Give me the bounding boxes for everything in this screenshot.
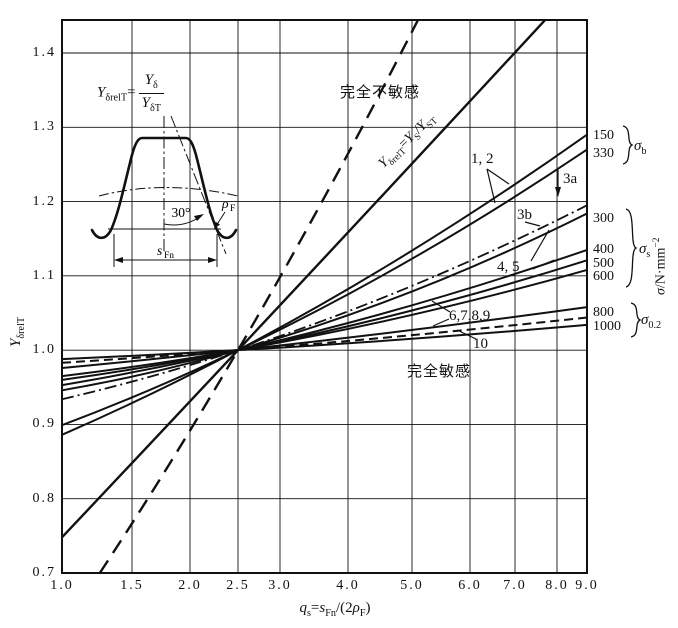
- y-tick-0.8: 0.8: [32, 490, 56, 506]
- y-tick-1.0: 1.0: [32, 342, 56, 358]
- fully-sensitive-label: 完全敏感: [407, 364, 472, 380]
- fully-insensitive-label: 完全不敏感: [340, 85, 421, 101]
- curve-fully-insensitive: [98, 19, 419, 574]
- tooth-reference-arc: [98, 187, 239, 197]
- rho-arrowhead: [214, 221, 220, 229]
- label-curve-3b: 3b: [517, 207, 532, 223]
- label-curves-4-5: 4, 5: [497, 259, 520, 275]
- label-curve-3a: 3a: [563, 171, 578, 187]
- x-tick-6.0: 6.0: [458, 578, 482, 593]
- curve-ys-yst: [61, 19, 546, 539]
- curve-8: [61, 306, 588, 369]
- tooth-profile: [90, 136, 238, 240]
- s-fn-sub: Fn: [164, 251, 174, 261]
- curve-5: [61, 248, 588, 387]
- y-tick-1.2: 1.2: [32, 193, 56, 209]
- curve-value-label-330: 330: [593, 146, 614, 161]
- group-label-sigma_02: σ0.2: [641, 312, 662, 331]
- curve-2: [61, 148, 588, 427]
- curve-value-label-600: 600: [593, 269, 614, 284]
- group-label-sigma_s: σs: [639, 241, 651, 260]
- angle-30-label: 30°: [172, 205, 191, 220]
- y-tick-1.4: 1.4: [32, 45, 56, 60]
- x-tick-2.5: 2.5: [226, 578, 250, 593]
- label-curves-1-2: 1, 2: [471, 151, 494, 167]
- curve-value-label-1000: 1000: [593, 319, 621, 334]
- leader-curves-4-5-a: [530, 229, 550, 262]
- curve-10: [61, 316, 588, 364]
- brace-sigma_02: [630, 302, 642, 338]
- arrow-3a-head: [555, 187, 561, 197]
- curve-7: [61, 268, 588, 378]
- rho-f-sub: F: [230, 204, 235, 214]
- leader-curve-3b: [524, 221, 541, 227]
- leader-curves-6789-a: [431, 300, 451, 313]
- definition-formula: YδrelT= Yδ YδT: [97, 72, 164, 114]
- x-tick-7.0: 7.0: [503, 578, 527, 593]
- formula-fraction: Yδ YδT: [138, 72, 164, 114]
- curve-value-label-800: 800: [593, 305, 614, 320]
- leader-curve-10: [456, 329, 477, 340]
- curve-value-label-150: 150: [593, 128, 614, 143]
- curve-value-label-400: 400: [593, 242, 614, 257]
- y-tick-1.1: 1.1: [32, 267, 56, 283]
- curve-4: [61, 212, 588, 392]
- x-tick-2.0: 2.0: [178, 578, 202, 593]
- curve-value-label-500: 500: [593, 256, 614, 271]
- x-tick-1.0: 1.0: [50, 578, 74, 593]
- label-curves-6-7-8-9: 6,7,8,9: [449, 308, 491, 324]
- curve-1: [61, 133, 588, 436]
- rho-f-label: ρ: [221, 196, 229, 211]
- brace-sigma_b: [622, 125, 634, 165]
- formula-lhs: Y: [97, 84, 106, 101]
- brace-sigma_s: [625, 208, 638, 288]
- leader-curves-1-2-b: [486, 168, 496, 204]
- y-tick-0.9: 0.9: [32, 416, 56, 432]
- dimension-arrow-right: [208, 257, 217, 263]
- leader-curves-4-5-b: [532, 259, 555, 270]
- x-tick-3.0: 3.0: [268, 578, 292, 593]
- curve-layer: [61, 19, 588, 574]
- gear-tooth-inset: 30° ρ F s Fn: [90, 115, 239, 267]
- curve-6: [61, 259, 588, 381]
- group-label-sigma_b: σb: [634, 138, 647, 157]
- annotation-leaders: [431, 168, 559, 340]
- curve-9: [61, 323, 588, 361]
- x-tick-5.0: 5.0: [400, 578, 424, 593]
- curve-3b: [61, 204, 588, 401]
- leader-curves-1-2-a: [486, 168, 510, 185]
- right-unit-label: σ/N·mm−2: [652, 237, 669, 295]
- dimension-arrow-left: [114, 257, 123, 263]
- brace-layer: [622, 125, 642, 338]
- s-fn-label: s: [157, 243, 162, 258]
- x-axis-title: qs=sFn/(2ρF): [299, 600, 371, 619]
- x-tick-1.5: 1.5: [120, 578, 144, 593]
- x-tick-8.0: 8.0: [545, 578, 569, 593]
- y-tick-1.3: 1.3: [32, 119, 56, 135]
- curve-value-label-300: 300: [593, 211, 614, 226]
- angle-arc-arrowhead: [194, 214, 204, 221]
- label-curve-10: 10: [473, 336, 488, 352]
- dimension-extension-lines: [113, 234, 218, 267]
- y-tick-0.7: 0.7: [32, 565, 56, 580]
- x-tick-4.0: 4.0: [336, 578, 360, 593]
- leader-curves-6789-b: [432, 318, 450, 327]
- x-tick-9.0: 9.0: [575, 578, 599, 593]
- plot-border: [61, 19, 588, 574]
